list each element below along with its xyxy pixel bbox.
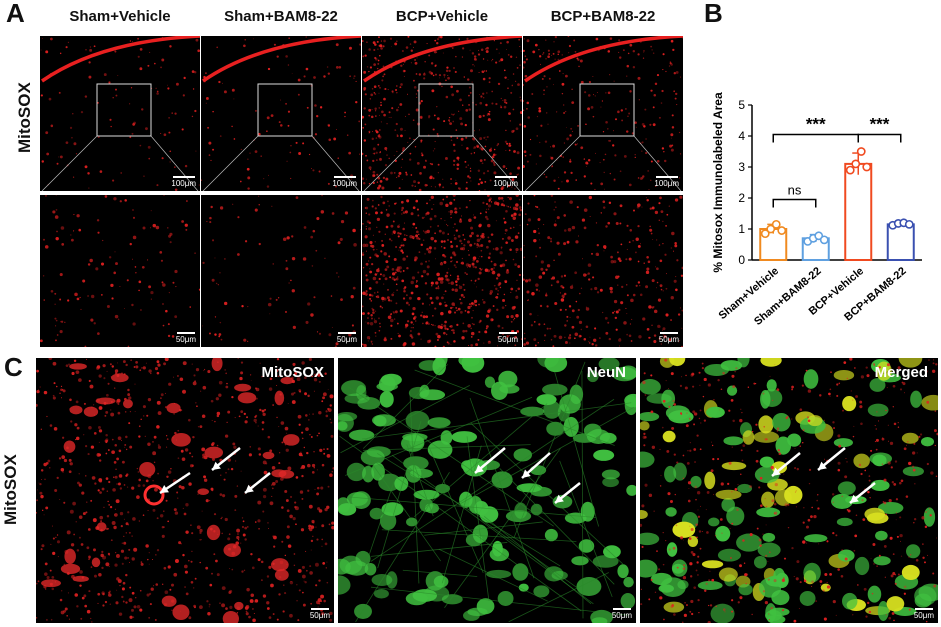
data-point: [862, 162, 872, 172]
scale-bar-line: [310, 608, 329, 610]
column-title-sham-vehicle: Sham+Vehicle: [69, 8, 171, 25]
mitosox-channel-image: MitoSOX 50μm: [36, 358, 334, 623]
significance-label: ***: [806, 114, 826, 133]
mitosox-bar-chart: 0 1 2 3 4 5% Mitosox Immunolabeled Area Sham+V…: [690, 30, 940, 350]
data-point: [760, 229, 770, 239]
scale-bar-50um: 50μm: [337, 332, 357, 344]
micrograph-zoom-2: 50μm: [201, 195, 361, 347]
y-tick-label: 5: [738, 98, 745, 112]
scale-bar-50um: 50μm: [498, 332, 518, 344]
scale-bar-50um: 50μm: [612, 608, 632, 620]
significance-bracket: [772, 198, 817, 208]
significance-label: ***: [870, 114, 890, 133]
column-title-bcp-bam: BCP+BAM8-22: [550, 8, 656, 25]
arrow-indicator: [817, 447, 846, 471]
scale-bar-100um: 100μm: [654, 176, 679, 188]
y-tick-label: 4: [738, 129, 745, 143]
panel-b-letter: B: [704, 0, 723, 28]
micrograph-zoom-4: 50μm: [523, 195, 683, 347]
y-axis-label: % Mitosox Immunolabeled Area: [711, 92, 725, 273]
column-title-sham-bam: Sham+BAM8-22: [224, 8, 338, 25]
scale-bar-label: 50μm: [658, 335, 679, 344]
y-tick-label: 2: [738, 191, 745, 205]
scale-bar-label: 50μm: [913, 611, 934, 620]
scale-bar-line: [172, 176, 195, 178]
micrograph-overview-4: 100μm: [523, 36, 683, 191]
data-point: [856, 147, 866, 156]
micrograph-overview-3: 100μm: [362, 36, 522, 191]
data-point: [819, 235, 829, 245]
scale-bar-label: 50μm: [175, 335, 196, 344]
panel-a-row-label: MitoSOX: [15, 82, 34, 153]
data-point: [777, 226, 787, 235]
channel-label: Merged: [874, 364, 928, 381]
bar-3: [844, 162, 873, 261]
scale-bar-100um: 100μm: [332, 176, 357, 188]
scale-bar-50um: 50μm: [310, 608, 330, 620]
scale-bar-line: [498, 332, 517, 334]
scale-bar-line: [655, 176, 678, 178]
scale-bar-100um: 100μm: [171, 176, 196, 188]
micrograph-zoom-3: 50μm: [362, 195, 522, 347]
significance-bracket: [857, 133, 902, 143]
micrograph-overview-2: 100μm: [201, 36, 361, 191]
y-tick-label: 0: [738, 253, 745, 267]
scale-bar-label: 100μm: [332, 179, 357, 188]
channel-label: MitoSOX: [261, 364, 325, 381]
data-point: [771, 219, 781, 229]
arrow-indicator: [771, 452, 801, 477]
panel-c-row-label: MitoSOX: [1, 454, 20, 525]
data-point: [845, 165, 855, 175]
scale-bar-100um: 100μm: [493, 176, 518, 188]
micrograph-zoom-1: 50μm: [40, 195, 200, 347]
column-title-bcp-vehicle: BCP+Vehicle: [395, 8, 489, 25]
channel-label: NeuN: [586, 364, 626, 381]
scale-bar-label: 50μm: [497, 335, 518, 344]
scale-bar-label: 100μm: [171, 179, 196, 188]
scale-bar-label: 50μm: [309, 611, 330, 620]
arrow-indicator: [244, 472, 271, 494]
scale-bar-line: [337, 332, 356, 334]
bar-4: [886, 223, 915, 262]
data-point: [851, 159, 861, 169]
merged-channel-image: Merged 50μm: [640, 358, 938, 623]
y-tick-label: 3: [738, 160, 745, 174]
arrow-indicator: [849, 482, 876, 504]
scale-bar-label: 100μm: [493, 179, 518, 188]
panel-a-letter: A: [6, 0, 25, 28]
significance-bracket: [772, 133, 859, 143]
y-tick-label: 1: [738, 222, 745, 236]
neun-channel-image: NeuN 50μm: [338, 358, 636, 623]
panel-c-letter: C: [4, 352, 23, 382]
scale-bar-50um: 50μm: [914, 608, 934, 620]
scale-bar-50um: 50μm: [176, 332, 196, 344]
arrow-indicator: [554, 482, 581, 504]
scale-bar-50um: 50μm: [659, 332, 679, 344]
micrograph-overview-1: 100μm: [40, 36, 200, 191]
arrow-indicator: [521, 452, 551, 479]
arrow-indicator: [474, 447, 506, 474]
scale-bar-line: [612, 608, 631, 610]
scale-bar-line: [494, 176, 517, 178]
scale-bar-line: [659, 332, 678, 334]
data-point: [904, 219, 914, 229]
scale-bar-line: [176, 332, 195, 334]
scale-bar-line: [914, 608, 933, 610]
arrow-indicator: [159, 471, 191, 495]
significance-label: ns: [788, 183, 802, 198]
scale-bar-line: [333, 176, 356, 178]
scale-bar-label: 50μm: [611, 611, 632, 620]
scale-bar-label: 100μm: [654, 179, 679, 188]
arrow-indicator: [211, 447, 241, 471]
scale-bar-label: 50μm: [336, 335, 357, 344]
data-point: [766, 224, 776, 234]
